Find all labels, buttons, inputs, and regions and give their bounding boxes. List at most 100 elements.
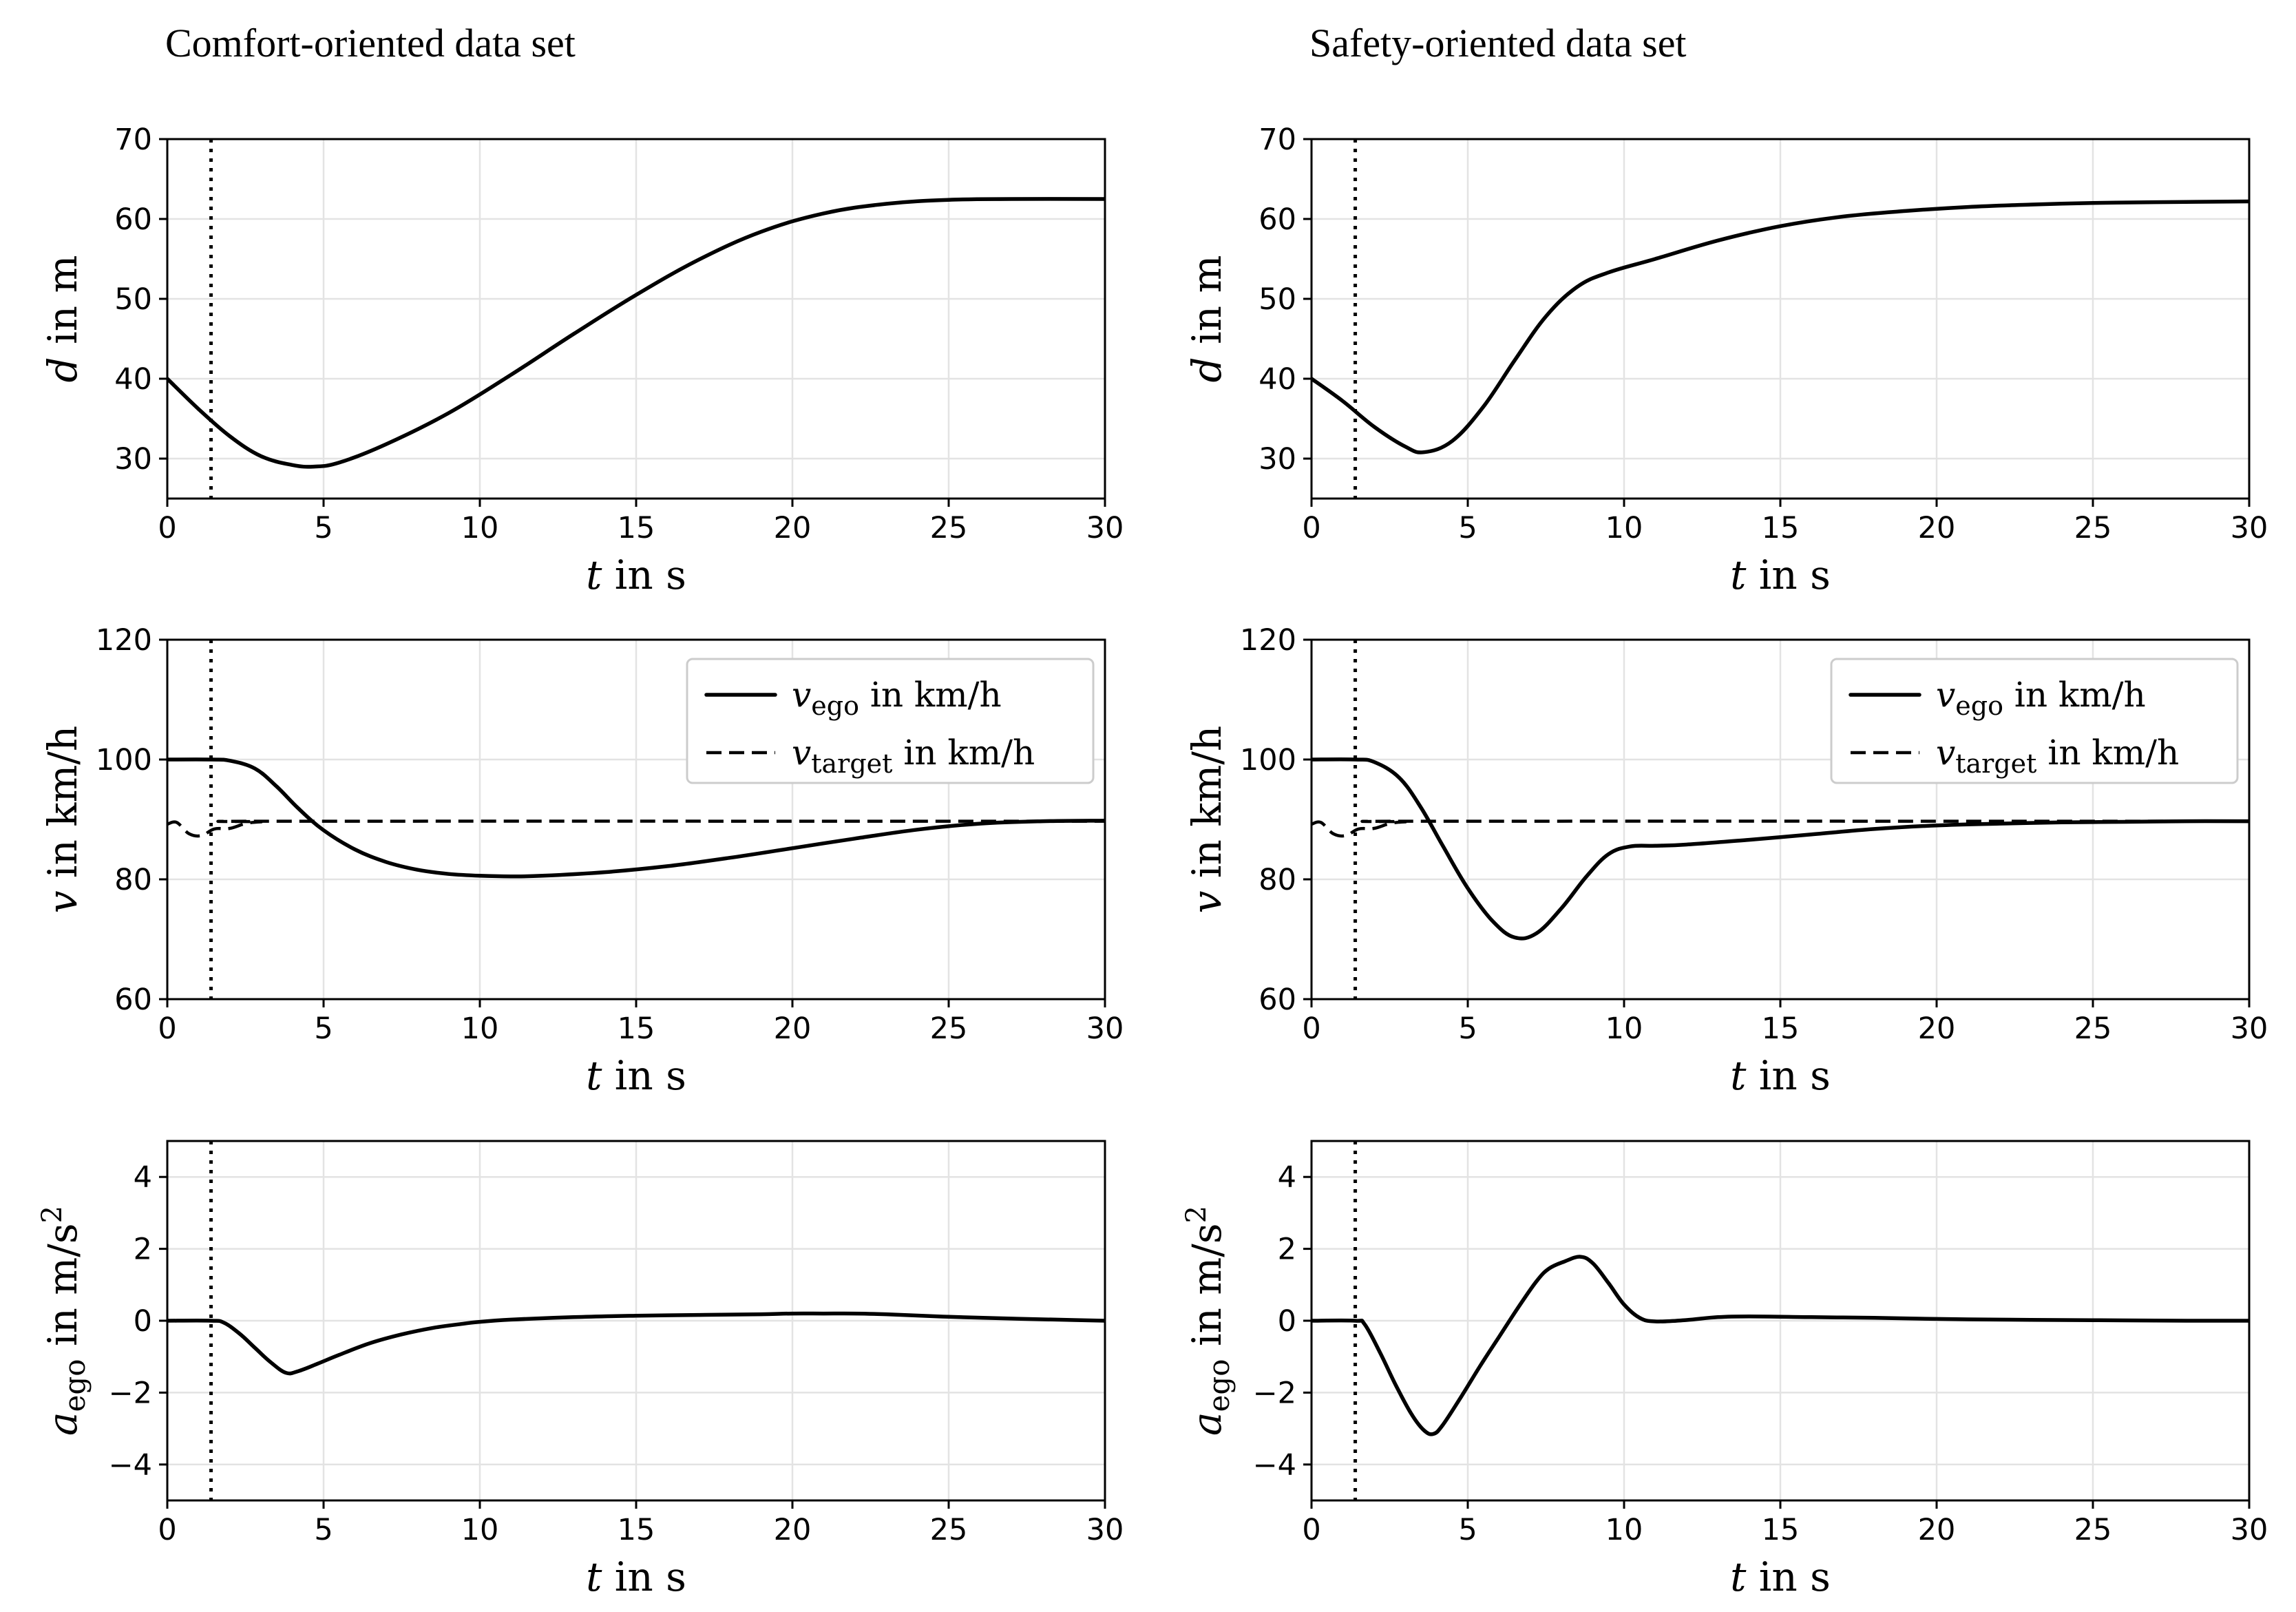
series-line-a-ego bbox=[167, 1311, 1105, 1376]
legend-label-ego: vego in km/h bbox=[792, 675, 1002, 721]
y-tick-label: 60 bbox=[1258, 983, 1296, 1017]
x-tick-label: 5 bbox=[1458, 1513, 1477, 1547]
y-tick-label: 70 bbox=[1258, 123, 1296, 157]
y-tick-label: 30 bbox=[1258, 442, 1296, 477]
x-tick-label: 15 bbox=[1762, 1513, 1800, 1547]
x-tick-label: 10 bbox=[461, 1513, 499, 1547]
y-axis-label: v in km/h bbox=[1183, 726, 1230, 914]
x-tick-label: 0 bbox=[158, 1513, 176, 1547]
x-tick-label: 30 bbox=[2231, 511, 2268, 545]
x-tick-label: 20 bbox=[774, 511, 812, 545]
chart-comfort-v: 0 5 10 15 20 25 30 60 80 100 120 t in s v in km/h veg… bbox=[39, 623, 1124, 1099]
y-tick-label: 4 bbox=[134, 1160, 152, 1195]
x-axis-label: t in s bbox=[1730, 1052, 1831, 1099]
x-tick-label: 5 bbox=[314, 1012, 333, 1046]
plot-frame bbox=[166, 1140, 1106, 1502]
y-axis-label: v in km/h bbox=[39, 726, 86, 914]
y-tick-label: 2 bbox=[1278, 1233, 1296, 1267]
x-tick-label: 10 bbox=[1605, 1012, 1643, 1046]
y-tick-label: 40 bbox=[1258, 362, 1296, 397]
x-tick-label: 5 bbox=[1458, 511, 1477, 545]
series-line-a-ego bbox=[1312, 1255, 2249, 1436]
x-tick-label: 10 bbox=[1605, 1513, 1643, 1547]
y-axis-label: aego in m/s2 bbox=[36, 1206, 92, 1436]
legend-box bbox=[686, 658, 1095, 784]
x-tick-label: 20 bbox=[1918, 511, 1956, 545]
y-tick-label: −4 bbox=[109, 1448, 152, 1483]
plot-frame bbox=[1310, 638, 2251, 1001]
legend-box bbox=[1830, 658, 2239, 784]
x-tick-label: 25 bbox=[930, 1012, 968, 1046]
x-tick-label: 5 bbox=[1458, 1012, 1477, 1046]
plot-frame bbox=[166, 138, 1106, 500]
y-tick-label: 50 bbox=[114, 282, 152, 317]
x-tick-label: 0 bbox=[158, 1012, 176, 1046]
y-tick-label: 60 bbox=[1258, 202, 1296, 237]
legend: vego in km/h vtarget in km/h bbox=[686, 658, 1095, 784]
y-tick-label: 50 bbox=[1258, 282, 1296, 317]
x-tick-label: 30 bbox=[1086, 1012, 1124, 1046]
x-tick-label: 25 bbox=[2074, 1513, 2112, 1547]
plot-frame bbox=[166, 638, 1106, 1001]
y-tick-label: 2 bbox=[134, 1233, 152, 1267]
chart-comfort-a: 0 5 10 15 20 25 30 −4 −2 0 2 4 t in s aego in m/s2 bbox=[36, 1140, 1124, 1600]
series-line-d bbox=[1312, 199, 2249, 454]
y-axis-label: d in m bbox=[39, 255, 86, 383]
x-tick-label: 0 bbox=[1302, 1012, 1320, 1046]
x-axis-label: t in s bbox=[1730, 1553, 1831, 1600]
x-tick-label: 10 bbox=[1605, 511, 1643, 545]
y-tick-label: 60 bbox=[114, 983, 152, 1017]
legend: vego in km/h vtarget in km/h bbox=[1830, 658, 2239, 784]
x-tick-label: 30 bbox=[2231, 1012, 2268, 1046]
x-tick-label: 15 bbox=[618, 1012, 655, 1046]
legend-label-target: vtarget in km/h bbox=[792, 733, 1035, 779]
series-line-v-target-in-km-h bbox=[1312, 819, 2249, 838]
x-axis-label: t in s bbox=[1730, 552, 1831, 598]
x-tick-label: 15 bbox=[618, 511, 655, 545]
y-tick-label: 80 bbox=[114, 863, 152, 897]
y-tick-label: 30 bbox=[114, 442, 152, 477]
y-axis-label: d in m bbox=[1183, 255, 1230, 383]
y-tick-label: 0 bbox=[1278, 1304, 1296, 1339]
series-line-d bbox=[167, 197, 1105, 469]
x-tick-label: 25 bbox=[2074, 511, 2112, 545]
x-tick-label: 20 bbox=[1918, 1513, 1956, 1547]
x-tick-label: 10 bbox=[461, 511, 499, 545]
chart-safety-d: 0 5 10 15 20 25 30 30 40 50 60 70 t in s d in m bbox=[1183, 123, 2268, 598]
x-tick-label: 25 bbox=[930, 1513, 968, 1547]
y-tick-label: 120 bbox=[96, 623, 152, 658]
x-tick-label: 30 bbox=[2231, 1513, 2268, 1547]
x-axis-label: t in s bbox=[586, 552, 686, 598]
y-tick-label: −2 bbox=[1253, 1376, 1296, 1410]
x-tick-label: 25 bbox=[930, 511, 968, 545]
x-tick-label: 15 bbox=[1762, 511, 1800, 545]
column-title-safety: Safety-oriented data set bbox=[1309, 21, 1687, 65]
series-line-v-target-in-km-h bbox=[167, 819, 1105, 838]
chart-comfort-d: 0 5 10 15 20 25 30 30 40 50 60 70 t in s d in m bbox=[39, 123, 1124, 598]
x-tick-label: 10 bbox=[461, 1012, 499, 1046]
y-tick-label: −2 bbox=[109, 1376, 152, 1410]
series-line-v-ego-in-km-h bbox=[1312, 757, 2249, 941]
x-tick-label: 5 bbox=[314, 1513, 333, 1547]
y-tick-label: 80 bbox=[1258, 863, 1296, 897]
x-tick-label: 25 bbox=[2074, 1012, 2112, 1046]
x-tick-label: 20 bbox=[1918, 1012, 1956, 1046]
series-line-v-ego-in-km-h bbox=[167, 757, 1105, 879]
column-title-comfort: Comfort-oriented data set bbox=[165, 21, 576, 65]
x-tick-label: 5 bbox=[314, 511, 333, 545]
y-tick-label: 40 bbox=[114, 362, 152, 397]
x-tick-label: 0 bbox=[158, 511, 176, 545]
y-tick-label: 100 bbox=[1240, 743, 1296, 777]
x-tick-label: 20 bbox=[774, 1513, 812, 1547]
y-tick-label: −4 bbox=[1253, 1448, 1296, 1483]
y-tick-label: 60 bbox=[114, 202, 152, 237]
chart-safety-a: 0 5 10 15 20 25 30 −4 −2 0 2 4 t in s aego in m/s2 bbox=[1181, 1140, 2268, 1600]
y-tick-label: 100 bbox=[96, 743, 152, 777]
plot-frame bbox=[1310, 1140, 2251, 1502]
x-tick-label: 0 bbox=[1302, 1513, 1320, 1547]
plot-frame bbox=[1310, 138, 2251, 500]
x-tick-label: 20 bbox=[774, 1012, 812, 1046]
y-tick-label: 4 bbox=[1278, 1160, 1296, 1195]
x-tick-label: 15 bbox=[1762, 1012, 1800, 1046]
